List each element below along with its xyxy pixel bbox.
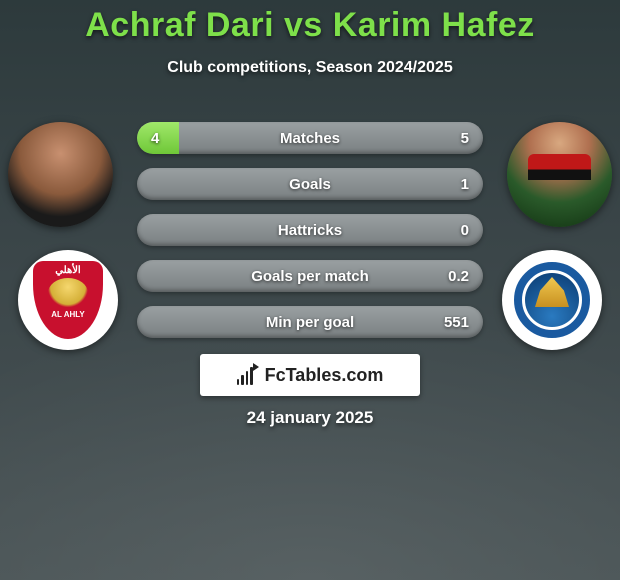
bar-label: Goals per match	[137, 260, 483, 292]
pyramids-shield-icon	[514, 262, 590, 338]
brand-text: FcTables.com	[265, 365, 384, 386]
bar-label: Min per goal	[137, 306, 483, 338]
al-ahly-shield-icon: الأهلي AL AHLY	[33, 261, 103, 339]
bar-label: Goals	[137, 168, 483, 200]
bar-value-right: 551	[444, 306, 469, 338]
subtitle: Club competitions, Season 2024/2025	[0, 59, 620, 77]
stats-bars: 4 Matches 5 Goals 1 Hattricks 0 Goals pe…	[137, 122, 483, 352]
bar-label: Hattricks	[137, 214, 483, 246]
fctables-logo-icon	[237, 365, 259, 385]
bar-row: Min per goal 551	[137, 306, 483, 338]
bar-value-right: 0	[461, 214, 469, 246]
page-title: Achraf Dari vs Karim Hafez	[0, 0, 620, 45]
player-left-avatar	[8, 122, 113, 227]
player-right-avatar	[507, 122, 612, 227]
brand-box: FcTables.com	[200, 354, 420, 396]
club-right-badge	[502, 250, 602, 350]
bar-value-right: 0.2	[448, 260, 469, 292]
bar-value-right: 5	[461, 122, 469, 154]
bar-label: Matches	[137, 122, 483, 154]
bar-row: Goals per match 0.2	[137, 260, 483, 292]
date-label: 24 january 2025	[0, 408, 620, 428]
bar-value-right: 1	[461, 168, 469, 200]
bar-row: Goals 1	[137, 168, 483, 200]
bar-row: 4 Matches 5	[137, 122, 483, 154]
bar-row: Hattricks 0	[137, 214, 483, 246]
club-left-badge: الأهلي AL AHLY	[18, 250, 118, 350]
